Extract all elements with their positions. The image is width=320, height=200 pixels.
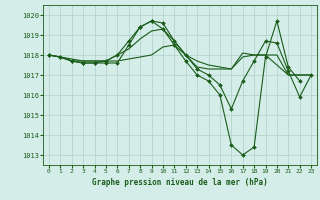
X-axis label: Graphe pression niveau de la mer (hPa): Graphe pression niveau de la mer (hPa) — [92, 178, 268, 187]
